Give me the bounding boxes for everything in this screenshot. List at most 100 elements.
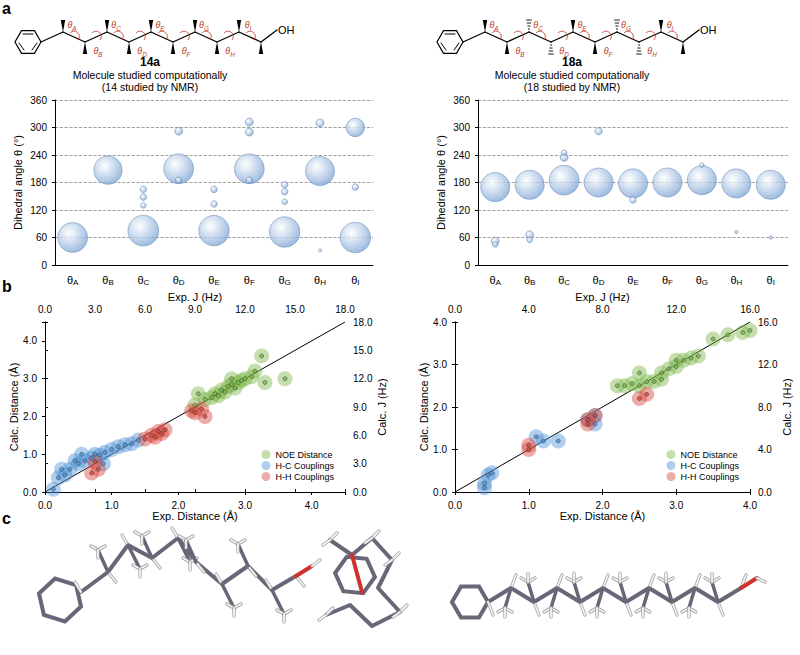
svg-text:8.0: 8.0 [758,402,772,413]
svg-text:18.0: 18.0 [335,304,355,315]
svg-text:16.0: 16.0 [740,304,760,315]
svg-text:0: 0 [464,260,470,271]
svg-text:Exp. Distance (Å): Exp. Distance (Å) [560,510,646,522]
svg-text:240: 240 [30,150,47,161]
svg-text:θD: θD [559,46,569,58]
svg-text:15.0: 15.0 [353,345,373,356]
svg-text:θA: θA [67,20,76,32]
svg-text:240: 240 [453,150,470,161]
svg-text:F: F [668,278,673,287]
svg-text:Exp. Distance (Å): Exp. Distance (Å) [152,510,238,522]
svg-text:G: G [702,278,708,287]
svg-text:Exp. J (Hz): Exp. J (Hz) [168,291,222,303]
svg-text:b: b [2,278,12,295]
svg-text:θA: θA [489,20,498,32]
svg-text:G: G [285,278,291,287]
svg-text:H-C Couplings: H-C Couplings [275,461,334,471]
svg-text:120: 120 [30,205,47,216]
svg-text:2.0: 2.0 [23,411,37,422]
svg-text:Dihedral angle θ (°): Dihedral angle θ (°) [12,135,24,230]
svg-text:Molecule studied computational: Molecule studied computationally [73,69,228,81]
svg-text:9.0: 9.0 [353,402,367,413]
svg-text:4.0: 4.0 [522,304,536,315]
svg-text:2.0: 2.0 [596,500,610,511]
svg-text:Calc. J (Hz): Calc. J (Hz) [781,378,793,435]
svg-text:θH: θH [225,46,235,58]
svg-text:9.0: 9.0 [188,304,202,315]
svg-text:14a: 14a [140,55,160,69]
svg-text:D: D [179,278,185,287]
svg-text:60: 60 [459,232,471,243]
svg-text:0.0: 0.0 [38,500,52,511]
svg-text:B: B [108,278,113,287]
svg-text:2.0: 2.0 [171,500,185,511]
svg-text:0: 0 [41,260,47,271]
svg-text:3.0: 3.0 [433,359,447,370]
svg-text:12.0: 12.0 [235,304,255,315]
svg-text:Calc. J (Hz): Calc. J (Hz) [376,378,388,435]
svg-text:12.0: 12.0 [667,304,687,315]
svg-text:4.0: 4.0 [743,500,757,511]
svg-text:A: A [73,278,79,287]
svg-text:θI: θI [667,20,674,32]
svg-text:Calc. Distance (Å): Calc. Distance (Å) [8,363,20,452]
svg-text:θE: θE [155,20,165,32]
svg-text:3.0: 3.0 [88,304,102,315]
svg-text:F: F [250,278,255,287]
svg-text:1.0: 1.0 [522,500,536,511]
svg-text:(14 studied by NMR): (14 studied by NMR) [102,81,198,93]
svg-text:θB: θB [93,46,102,58]
svg-text:(18 studied by NMR): (18 studied by NMR) [524,81,620,93]
svg-text:12.0: 12.0 [353,373,373,384]
svg-text:C: C [144,278,150,287]
svg-text:A: A [496,278,502,287]
svg-text:4.0: 4.0 [758,444,772,455]
svg-text:θH: θH [647,46,657,58]
svg-text:0.0: 0.0 [23,487,37,498]
svg-text:NOE Distance: NOE Distance [275,450,332,460]
svg-text:16.0: 16.0 [758,317,778,328]
svg-text:0.0: 0.0 [353,487,367,498]
svg-text:Calc. Distance (Å): Calc. Distance (Å) [418,363,430,452]
svg-text:2.0: 2.0 [433,402,447,413]
svg-text:18.0: 18.0 [353,317,373,328]
svg-text:180: 180 [453,177,470,188]
svg-text:θG: θG [199,20,209,32]
svg-text:E: E [214,278,219,287]
svg-text:0.0: 0.0 [448,304,462,315]
svg-text:180: 180 [30,177,47,188]
svg-text:OH: OH [700,24,717,36]
svg-text:1.0: 1.0 [105,500,119,511]
svg-text:θD: θD [137,46,147,58]
svg-text:300: 300 [30,122,47,133]
svg-text:θF: θF [182,46,192,58]
svg-text:3.0: 3.0 [353,458,367,469]
svg-text:H-C Couplings: H-C Couplings [680,461,739,471]
svg-text:C: C [564,278,570,287]
svg-text:H: H [320,278,326,287]
svg-text:NOE Distance: NOE Distance [680,450,737,460]
svg-text:6.0: 6.0 [138,304,152,315]
svg-text:12.0: 12.0 [758,359,778,370]
svg-text:360: 360 [30,95,47,106]
svg-text:H-H Couplings: H-H Couplings [680,472,739,482]
svg-text:OH: OH [278,24,295,36]
svg-text:300: 300 [453,122,470,133]
svg-text:4.0: 4.0 [433,317,447,328]
svg-text:E: E [633,278,638,287]
svg-text:18a: 18a [562,55,582,69]
svg-text:θG: θG [621,20,631,32]
svg-text:1.0: 1.0 [23,449,37,460]
svg-text:3.0: 3.0 [669,500,683,511]
svg-text:a: a [2,0,11,17]
svg-text:I: I [357,278,359,287]
svg-text:Molecule studied computational: Molecule studied computationally [495,69,650,81]
svg-text:1.0: 1.0 [433,444,447,455]
svg-text:θC: θC [111,20,121,32]
svg-text:6.0: 6.0 [353,430,367,441]
svg-text:D: D [599,278,605,287]
svg-text:4.0: 4.0 [23,335,37,346]
svg-text:θF: θF [604,46,614,58]
svg-text:0.0: 0.0 [448,500,462,511]
svg-text:60: 60 [36,232,48,243]
